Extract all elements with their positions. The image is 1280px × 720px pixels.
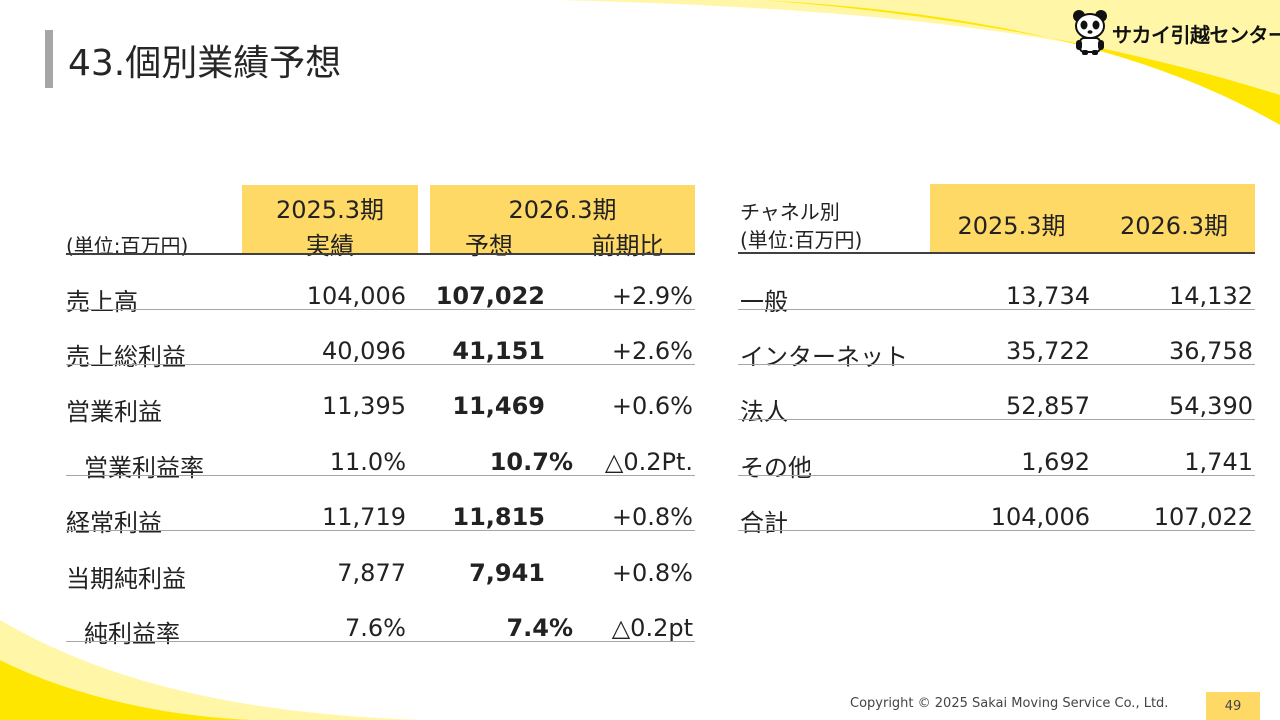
right-header-rule [738, 252, 1255, 254]
row-label: 一般 [740, 288, 788, 316]
row-actual: 7,877 [337, 559, 406, 587]
row-yoy: △0.2Pt. [604, 448, 693, 476]
channel-unit-label: (単位:百万円) [740, 228, 863, 252]
row-forecast: 107,022 [435, 282, 545, 310]
row-label: 法人 [740, 398, 788, 426]
row-label: 合計 [740, 509, 788, 537]
row-yoy: △0.2pt [611, 614, 693, 642]
row-label: 営業利益 [66, 398, 162, 426]
row-actual: 104,006 [306, 282, 406, 310]
header-2025-sub: 実績 [306, 232, 354, 260]
panda-icon [1073, 10, 1107, 55]
row-2026: 54,390 [1169, 392, 1253, 420]
row-2025: 52,857 [1006, 392, 1090, 420]
row-rule [66, 309, 695, 310]
row-rule [738, 364, 1255, 365]
title-accent-bar [45, 30, 53, 88]
header-fill-2025 [242, 185, 418, 255]
row-rule [738, 419, 1255, 420]
row-yoy: +0.8% [611, 503, 693, 531]
row-label: 売上総利益 [66, 343, 186, 371]
row-label: 純利益率 [84, 620, 180, 648]
page-number-box [1206, 692, 1260, 720]
row-2026: 14,132 [1169, 282, 1253, 310]
row-yoy: +0.8% [611, 559, 693, 587]
row-rule [66, 530, 695, 531]
logo-text: サカイ引越センター [1112, 23, 1280, 47]
row-2026: 1,741 [1184, 448, 1253, 476]
channel-header-2025: 2025.3期 [957, 212, 1066, 240]
page-number: 49 [1224, 699, 1242, 714]
row-2025: 13,734 [1006, 282, 1090, 310]
row-rule [66, 475, 695, 476]
row-rule [66, 641, 695, 642]
row-rule [738, 530, 1255, 531]
header-2025-period: 2025.3期 [276, 196, 384, 224]
channel-header-label: チャネル別 [740, 200, 840, 224]
header-2026-yoy: 前期比 [591, 232, 664, 260]
row-label: インターネット [740, 343, 908, 371]
header-fill-2026 [430, 185, 695, 255]
page-title: 43.個別業績予想 [68, 43, 342, 84]
row-actual: 40,096 [322, 337, 406, 365]
row-forecast: 41,151 [452, 337, 545, 365]
row-2026: 36,758 [1169, 337, 1253, 365]
row-2025: 1,692 [1021, 448, 1090, 476]
row-forecast: 10.7% [489, 448, 573, 476]
row-rule [738, 309, 1255, 310]
left-header-rule [66, 253, 695, 255]
header-2026-forecast: 予想 [465, 232, 513, 260]
row-2025: 35,722 [1006, 337, 1090, 365]
row-yoy: +2.9% [611, 282, 693, 310]
row-actual: 11.0% [329, 448, 406, 476]
row-rule [738, 475, 1255, 476]
row-label: 経常利益 [66, 509, 162, 537]
row-actual: 11,395 [322, 392, 406, 420]
row-rule [66, 364, 695, 365]
channel-header-2026: 2026.3期 [1120, 212, 1228, 240]
copyright-text: Copyright © 2025 Sakai Moving Service Co… [850, 696, 1169, 711]
row-label: 売上高 [66, 288, 138, 316]
row-yoy: +2.6% [611, 337, 693, 365]
row-forecast: 7.4% [506, 614, 573, 642]
row-actual: 11,719 [322, 503, 406, 531]
row-forecast: 11,815 [452, 503, 545, 531]
row-actual: 7.6% [345, 614, 406, 642]
row-2025: 104,006 [990, 503, 1090, 531]
row-label: その他 [740, 454, 812, 482]
row-2026: 107,022 [1153, 503, 1253, 531]
header-2026-period: 2026.3期 [508, 196, 617, 224]
row-forecast: 7,941 [469, 559, 545, 587]
header-fill-channel [930, 184, 1255, 254]
row-forecast: 11,469 [452, 392, 545, 420]
row-label: 当期純利益 [66, 565, 186, 593]
row-yoy: +0.6% [611, 392, 693, 420]
row-label: 営業利益率 [84, 454, 204, 482]
company-logo: サカイ引越センター [1070, 6, 1280, 56]
